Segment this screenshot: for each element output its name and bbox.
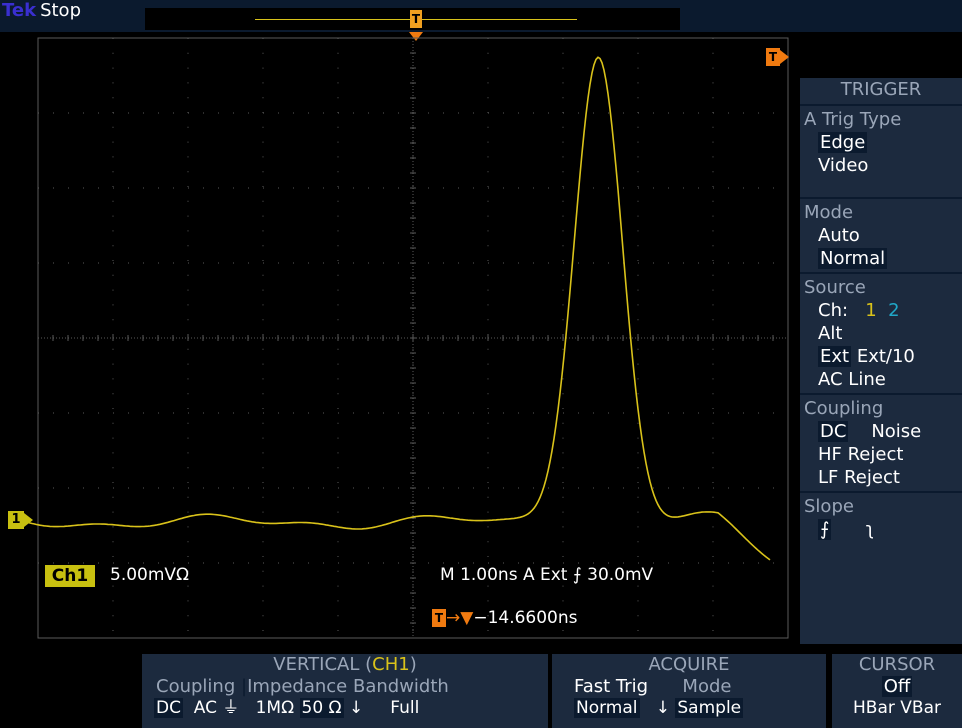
coupling-heading: Coupling — [804, 398, 884, 419]
acquire-title: ACQUIRE — [648, 654, 730, 675]
vertical-panel: VERTICAL (CH1) Coupling |Impedance Bandw… — [142, 654, 548, 728]
source-ch2[interactable]: 2 — [888, 300, 900, 321]
bandwidth-arrow-icon: ↓ — [348, 698, 364, 718]
mode-normal[interactable]: Normal — [818, 248, 888, 269]
grid-lines — [37, 37, 789, 639]
slope-falling-icon[interactable]: ʅ — [865, 519, 875, 540]
acquire-fast-trig-value[interactable]: Normal — [574, 698, 640, 718]
mode-heading: Mode — [804, 202, 854, 223]
ch1-scale: 5.00mVΩ — [110, 565, 190, 585]
brand-logo: Tek — [2, 0, 37, 21]
vertical-coupling-label[interactable]: Coupling — [156, 676, 236, 697]
trigger-delay-icon: T — [432, 609, 446, 627]
timebase-readout: M 1.00ns A Ext ⨍ 30.0mV — [440, 565, 654, 585]
source-heading: Source — [804, 277, 866, 298]
trig-type-heading: A Trig Type — [804, 109, 902, 130]
slope-rising-icon[interactable]: ⨍ — [818, 519, 832, 540]
source-ch1[interactable]: 1 — [865, 300, 877, 321]
run-state[interactable]: Stop — [40, 0, 81, 21]
source-alt[interactable]: Alt — [818, 323, 843, 344]
vertical-impedance-label[interactable]: Impedance — [247, 676, 348, 697]
source-ext[interactable]: Ext — [818, 346, 852, 367]
vertical-title: VERTICAL (CH1) — [273, 654, 417, 675]
acquire-fast-trig-label[interactable]: Fast Trig — [574, 676, 649, 697]
cursor-title: CURSOR — [858, 654, 936, 675]
vertical-bandwidth-value[interactable]: Full — [390, 698, 420, 718]
acquire-panel: ACQUIRE Fast Trig Mode Normal ↓ Sample — [552, 654, 826, 728]
ch1-waveform — [25, 56, 771, 561]
trigger-delay-value: −14.6600ns — [473, 608, 578, 628]
ch1-ground-marker[interactable]: 1 — [8, 511, 24, 529]
trigger-position-icon[interactable]: T — [410, 10, 422, 28]
coupling-hf[interactable]: HF Reject — [818, 444, 904, 465]
trigger-level-arrow-icon — [780, 50, 789, 64]
vertical-imp-50[interactable]: 50 Ω — [299, 698, 344, 718]
coupling-row1[interactable]: DC Noise — [800, 420, 962, 443]
brand-status: Tek Stop — [2, 0, 144, 22]
slope-heading: Slope — [804, 496, 854, 517]
trig-type-video[interactable]: Video — [818, 155, 869, 176]
vertical-dc[interactable]: DC — [154, 698, 183, 718]
trigger-menu: TRIGGER A Trig Type Edge Video Mode Auto… — [800, 78, 962, 644]
coupling-noise[interactable]: Noise — [871, 421, 922, 442]
trigger-position-arrow-icon — [409, 32, 423, 41]
menu-title: TRIGGER — [840, 79, 922, 100]
source-acline[interactable]: AC Line — [818, 369, 886, 390]
vertical-gnd-icon[interactable]: ⏚ — [222, 698, 240, 718]
vertical-bandwidth-label[interactable]: Bandwidth — [353, 676, 449, 697]
acquire-mode-value[interactable]: Sample — [675, 698, 744, 718]
trigger-delay-readout: T →▼−14.6600ns — [432, 608, 578, 628]
trig-type-edge[interactable]: Edge — [818, 132, 868, 153]
trigger-level-marker[interactable]: T — [766, 48, 780, 66]
source-ext-row[interactable]: Ext Ext/10 — [800, 345, 962, 368]
source-ext10[interactable]: Ext/10 — [856, 346, 915, 367]
ch1-badge: Ch1 — [45, 565, 95, 587]
mode-auto[interactable]: Auto — [818, 225, 860, 246]
source-ch[interactable]: Ch: 1 2 — [818, 300, 900, 321]
slope-row[interactable]: ⨍ ʅ — [800, 518, 962, 541]
cursor-panel: CURSOR Off HBar VBar — [832, 654, 962, 728]
vertical-ac[interactable]: AC — [193, 698, 217, 718]
vertical-imp-1m[interactable]: 1MΩ — [255, 698, 295, 718]
acquire-mode-arrow-icon: ↓ — [655, 698, 670, 718]
acquire-mode-label[interactable]: Mode — [682, 676, 732, 697]
cursor-off[interactable]: Off — [881, 676, 913, 697]
graticule — [25, 37, 789, 639]
ch1-ground-arrow-icon — [24, 513, 33, 527]
coupling-lf[interactable]: LF Reject — [818, 467, 900, 488]
cursor-options[interactable]: HBar VBar — [853, 698, 941, 718]
delay-arrow-icon: →▼ — [446, 608, 474, 628]
coupling-dc[interactable]: DC — [818, 421, 849, 442]
